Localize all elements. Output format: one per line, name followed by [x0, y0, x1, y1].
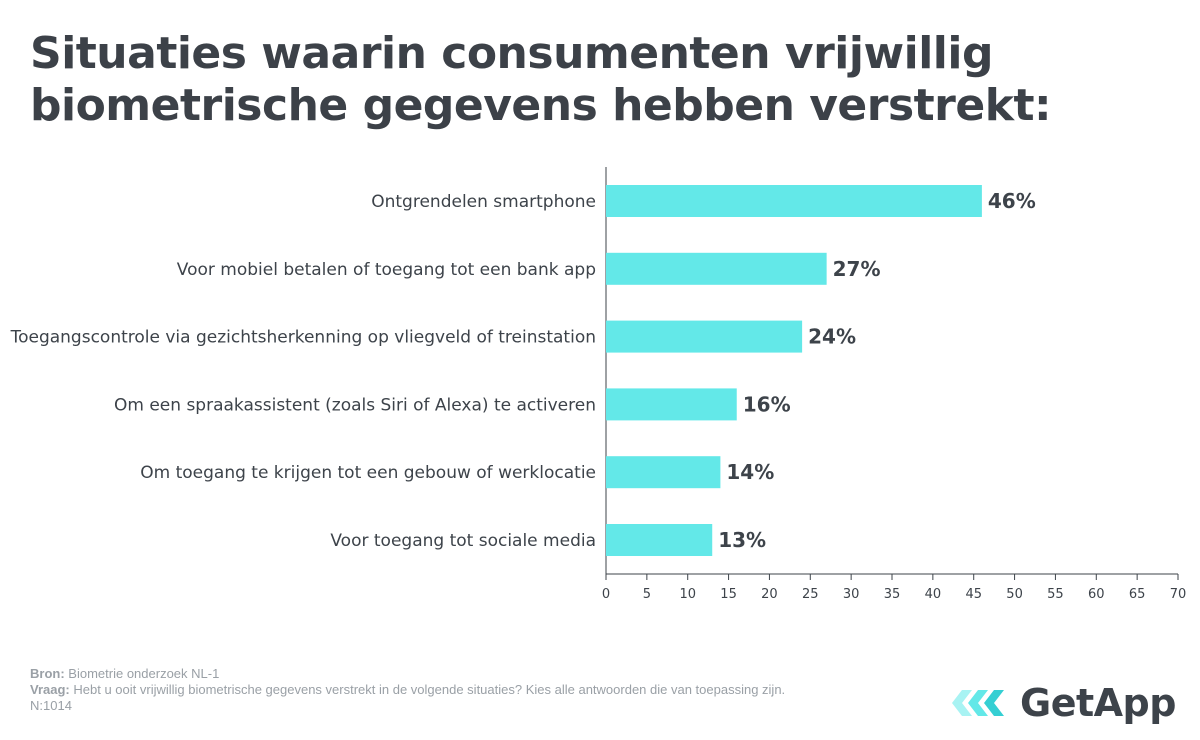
- bar: [606, 524, 713, 556]
- getapp-logo: GetApp: [952, 680, 1176, 726]
- value-label: 27%: [833, 257, 881, 281]
- bar-chart: 0 5 10 15 20 25 30 35 40 45 50 55 60 65 70 Ontgrendelen…: [10, 167, 1187, 602]
- x-tick-label: 60: [1088, 587, 1105, 602]
- question-text: Hebt u ooit vrijwillig biometrische gege…: [73, 682, 786, 697]
- value-label: 46%: [988, 189, 1036, 213]
- x-tick-label: 0: [602, 587, 610, 602]
- bar: [606, 456, 721, 489]
- x-tick-label: 15: [720, 587, 737, 602]
- source-line: Bron: Biometrie onderzoek NL-1: [30, 666, 870, 682]
- category-label: Om een spraakassistent (zoals Siri of Al…: [114, 395, 596, 415]
- category-label: Om toegang te krijgen tot een gebouw of …: [140, 463, 596, 483]
- x-tick-label: 65: [1129, 587, 1146, 602]
- x-tick-label: 35: [884, 587, 901, 602]
- category-label: Ontgrendelen smartphone: [371, 192, 596, 212]
- source-label: Bron:: [30, 666, 65, 681]
- x-tick-label: 25: [802, 587, 819, 602]
- source-text: Biometrie onderzoek NL-1: [68, 666, 220, 681]
- x-tick-label: 20: [761, 587, 778, 602]
- bar: [606, 388, 737, 421]
- bar: [606, 320, 803, 353]
- value-label: 13%: [718, 528, 766, 552]
- category-label: Toegangscontrole via gezichtsherkenning …: [10, 328, 596, 348]
- x-tick-label: 70: [1170, 587, 1187, 602]
- x-tick-label: 10: [679, 587, 696, 602]
- x-tick-label: 55: [1047, 587, 1064, 602]
- bar: [606, 185, 982, 217]
- x-tick-label: 45: [965, 587, 982, 602]
- value-label: 14%: [726, 460, 774, 484]
- question-line: Vraag: Hebt u ooit vrijwillig biometrisc…: [30, 682, 870, 698]
- value-label: 24%: [808, 325, 856, 349]
- value-label: 16%: [743, 392, 791, 416]
- x-tick-label: 5: [643, 587, 651, 602]
- chart-title-line1: Situaties waarin consumenten vrijwillig: [30, 28, 993, 79]
- footer-notes: Bron: Biometrie onderzoek NL-1 Vraag: He…: [30, 666, 870, 714]
- category-label: Voor mobiel betalen of toegang tot een b…: [177, 260, 596, 280]
- question-label: Vraag:: [30, 682, 70, 697]
- category-label: Voor toegang tot sociale media: [330, 531, 596, 551]
- chart-title: Situaties waarin consumenten vrijwillig …: [30, 28, 1150, 132]
- sample-size: N:1014: [30, 698, 72, 713]
- x-tick-label: 40: [925, 587, 942, 602]
- x-tick-label: 30: [843, 587, 860, 602]
- x-tick-label: 50: [1006, 587, 1023, 602]
- getapp-logo-text: GetApp: [1020, 681, 1176, 725]
- chart-title-line2: biometrische gegevens hebben verstrekt:: [30, 80, 1052, 131]
- getapp-chevrons-icon: [952, 690, 1004, 716]
- bar: [606, 252, 827, 285]
